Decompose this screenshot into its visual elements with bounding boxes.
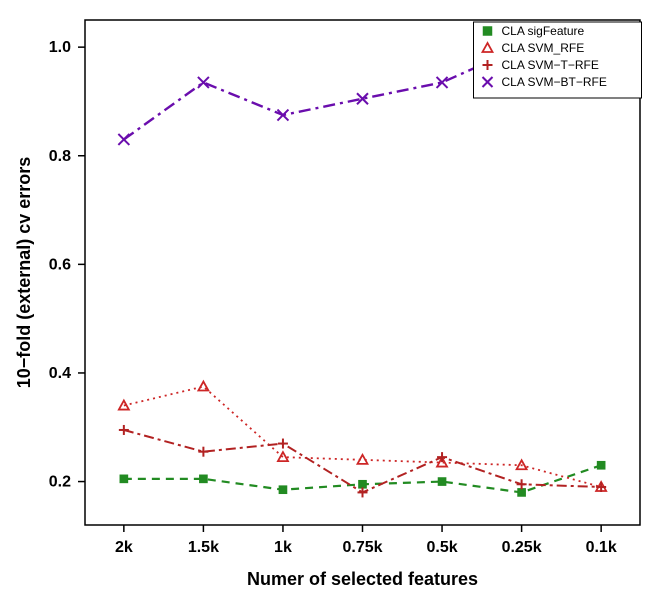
marker-square	[438, 478, 446, 486]
legend-label: CLA SVM_RFE	[502, 41, 585, 55]
marker-square	[279, 486, 287, 494]
x-tick-label: 0.25k	[502, 539, 542, 556]
chart-svg: 2k 1.5k 1k 0.75k 0.5k 0.25k 0.1k 0.2 0.4 0.6 0.8 1.…	[0, 0, 661, 594]
marker-square	[597, 461, 605, 469]
marker-square	[483, 27, 492, 36]
y-tick-label: 0.6	[49, 256, 71, 273]
marker-triangle	[358, 455, 368, 464]
x-axis-label: Numer of selected features	[247, 569, 478, 589]
x-tick-label: 0.75k	[342, 539, 382, 556]
x-tick-label: 2k	[115, 539, 133, 556]
marker-square	[359, 480, 367, 488]
marker-square	[200, 475, 208, 483]
series-line	[124, 387, 601, 487]
cv-errors-chart: 2k 1.5k 1k 0.75k 0.5k 0.25k 0.1k 0.2 0.4 0.6 0.8 1.…	[0, 0, 661, 594]
y-tick-label: 0.2	[49, 474, 71, 491]
marker-square	[518, 489, 526, 497]
y-tick-label: 1.0	[49, 39, 71, 56]
legend-label: CLA sigFeature	[502, 24, 585, 38]
x-tick-label: 0.5k	[426, 539, 457, 556]
y-axis-label: 10−fold (external) cv errors	[14, 157, 34, 389]
marker-triangle	[198, 382, 208, 391]
y-tick-label: 0.4	[49, 365, 71, 382]
legend-label: CLA SVM−BT−RFE	[502, 75, 607, 89]
x-tick-label: 1.5k	[188, 539, 219, 556]
marker-square	[120, 475, 128, 483]
x-tick-label: 1k	[274, 539, 292, 556]
y-tick-label: 0.8	[49, 148, 71, 165]
x-tick-label: 0.1k	[586, 539, 617, 556]
legend-label: CLA SVM−T−RFE	[502, 58, 599, 72]
